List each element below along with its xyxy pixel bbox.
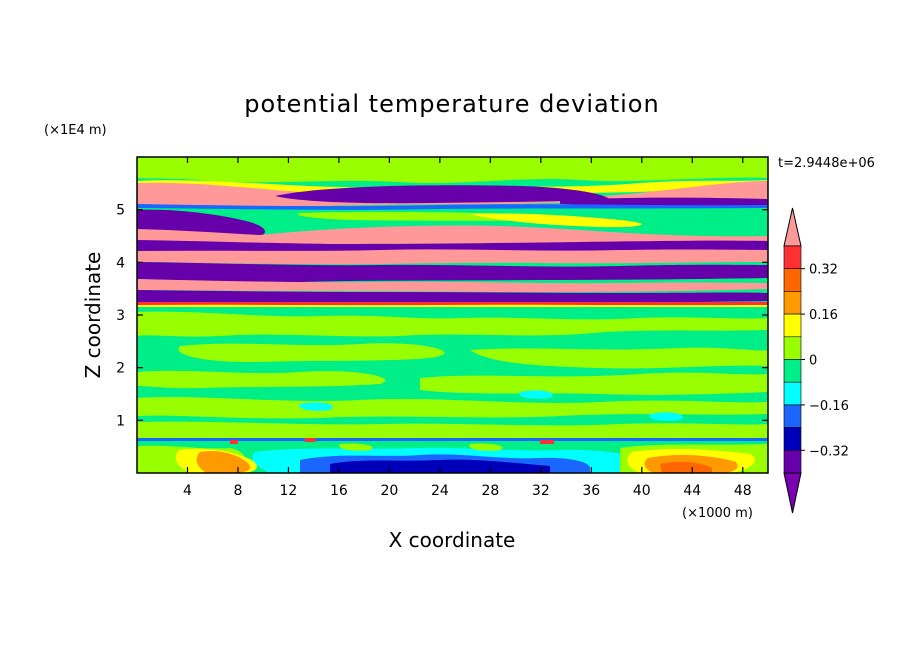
band-purple-2	[137, 240, 768, 253]
band-pink-3	[137, 249, 768, 265]
colorbar-tick-label: −0.32	[809, 444, 849, 459]
colorbar-tick-label: 0.32	[809, 263, 838, 278]
band-base-edge	[137, 302, 768, 305]
x-tick-label: 36	[582, 483, 600, 499]
colorbar-segment	[783, 359, 802, 383]
band-pink-2	[137, 225, 768, 246]
x-axis-label: X coordinate	[389, 528, 516, 552]
colorbar-lower-extend	[783, 472, 802, 514]
y-tick-label: 5	[116, 203, 125, 219]
blue-edge-upper	[137, 204, 768, 210]
x-unit-label: (×1000 m)	[682, 506, 753, 521]
band-purple-3	[137, 262, 768, 282]
colorbar-tick-label: 0	[809, 354, 817, 369]
bottom-orange-left	[196, 450, 251, 473]
y-tick-label: 4	[116, 255, 125, 271]
contour-field	[137, 157, 768, 473]
colorbar-segment	[783, 336, 802, 360]
colorbar-segment	[783, 245, 802, 270]
colorbar-tick-label: −0.16	[809, 399, 849, 414]
x-tick-label: 40	[633, 483, 651, 499]
y-axis-label: Z coordinate	[81, 252, 105, 379]
x-tick-label: 12	[280, 483, 298, 499]
bottom-red-flecks	[230, 438, 554, 444]
y-axis: 1 2 3 4 5	[116, 203, 768, 429]
x-tick-label: 20	[380, 483, 398, 499]
lime-patch-e	[420, 372, 768, 395]
colorbar-segment	[783, 381, 802, 406]
x-tick-label: 28	[481, 483, 499, 499]
y-unit-label: (×1E4 m)	[44, 123, 107, 138]
lime-patch-c	[470, 347, 768, 369]
x-axis: 4 8 12 16 20 24 28 32 36 40 44 48	[183, 157, 752, 499]
lime-patch-d	[137, 370, 386, 389]
band-purple-upper	[275, 185, 610, 204]
band-base-yellow	[137, 304, 768, 307]
bottom-navy-mid	[330, 459, 550, 473]
band-purple-4	[137, 290, 768, 303]
colorbar-upper-extend	[783, 207, 802, 247]
x-tick-label: 16	[330, 483, 348, 499]
colorbar-segment	[783, 449, 802, 474]
lime-patch-g	[137, 421, 768, 438]
colorbar-segment	[783, 404, 802, 428]
x-tick-label: 4	[183, 483, 192, 499]
x-tick-label: 48	[734, 483, 752, 499]
x-tick-label: 44	[683, 483, 701, 499]
bottom-red-right	[660, 461, 712, 473]
x-tick-label: 24	[431, 483, 449, 499]
x-tick-label: 8	[233, 483, 242, 499]
x-tick-label: 32	[532, 483, 550, 499]
lime-patch-a	[137, 311, 768, 337]
colorbar: 0.32 0.16 0 −0.16 −0.32	[783, 207, 849, 514]
y-tick-label: 3	[116, 308, 125, 324]
y-tick-label: 2	[116, 361, 125, 377]
bottom-lime-mid	[339, 443, 503, 451]
colorbar-segment	[783, 268, 802, 292]
yellow-accent-2	[470, 213, 642, 228]
top-lime-region	[137, 157, 768, 183]
colorbar-segment	[783, 427, 802, 451]
chart-title: potential temperature deviation	[244, 90, 659, 118]
band-purple-upper-right	[560, 197, 768, 206]
colorbar-segment	[783, 313, 802, 338]
y-tick-label: 1	[116, 413, 125, 429]
time-label: t=2.9448e+06	[778, 156, 875, 171]
colorbar-tick-label: 0.16	[809, 308, 838, 323]
lime-patch-b	[178, 343, 445, 363]
colorbar-segment	[783, 291, 802, 315]
lime-patch-f	[137, 397, 768, 419]
bottom-boundary-line	[137, 438, 768, 441]
band-pink-4	[137, 279, 768, 292]
